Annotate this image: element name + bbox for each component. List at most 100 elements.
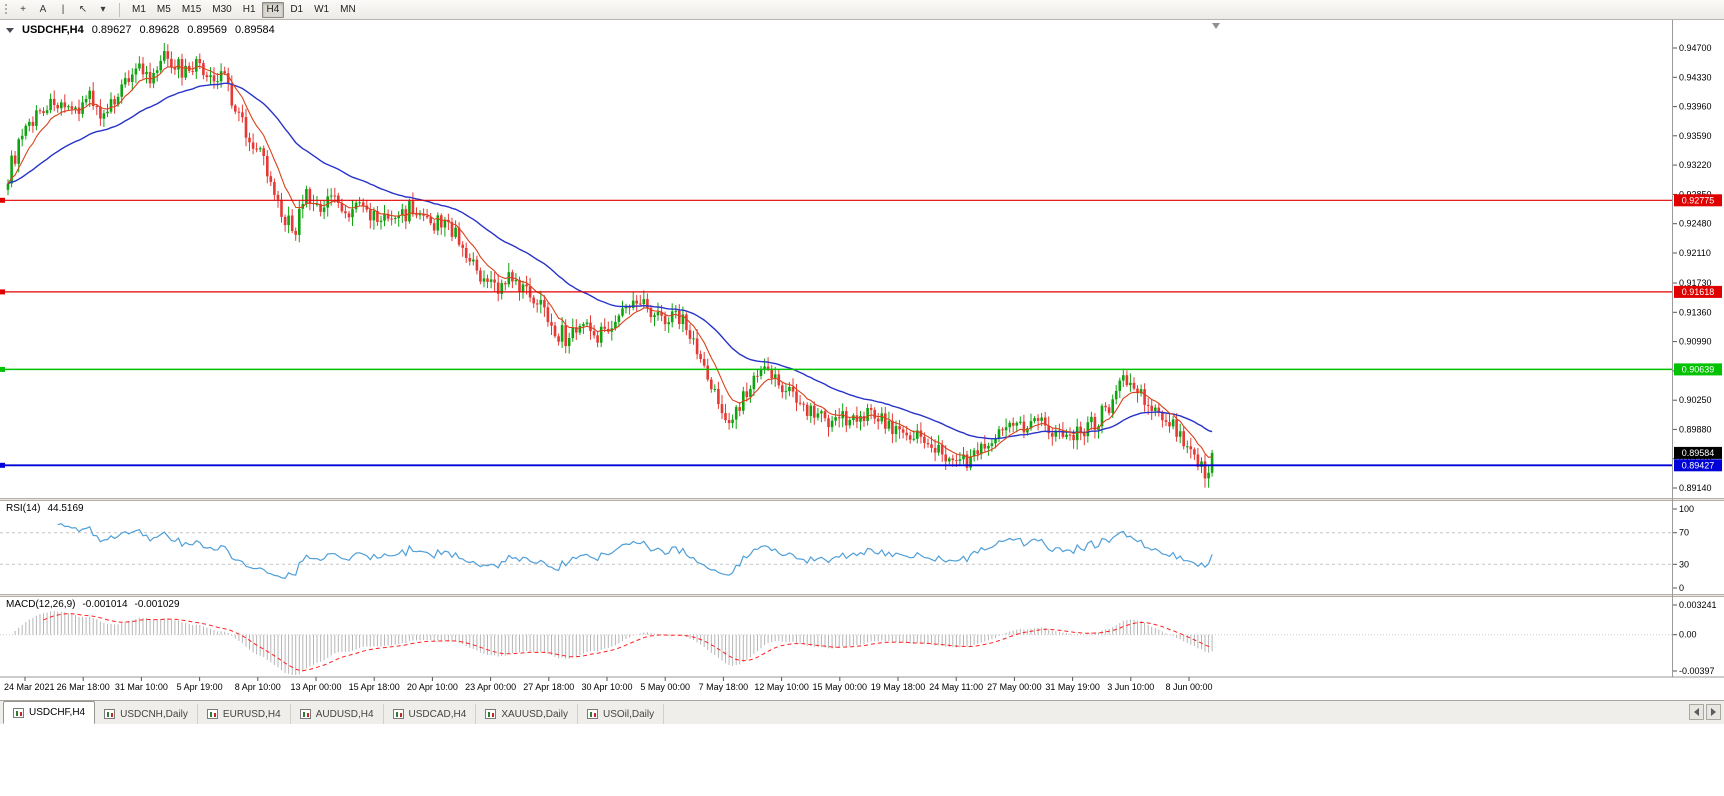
timeframe-mn[interactable]: MN <box>340 4 356 15</box>
chart-icon <box>299 709 311 719</box>
chart-icon <box>13 707 24 718</box>
tab-scroll-right-button[interactable] <box>1706 704 1721 720</box>
svg-text:0.94330: 0.94330 <box>1679 72 1712 82</box>
svg-text:19 May 18:00: 19 May 18:00 <box>871 682 926 692</box>
timeframe-d1[interactable]: D1 <box>290 4 304 15</box>
ohlc-open: 0.89627 <box>91 24 132 36</box>
chart-tabs: USDCHF,H4 USDCNH,Daily EURUSD,H4 AUDUSD,H4 U… <box>3 700 665 724</box>
timeframe-m15[interactable]: M15 <box>181 4 202 15</box>
svg-text:13 Apr 00:00: 13 Apr 00:00 <box>290 682 341 692</box>
tools-dropdown-caret-icon[interactable]: ▾ <box>100 4 106 15</box>
tab-label: USOil,Daily <box>603 708 655 720</box>
svg-text:0.91360: 0.91360 <box>1679 307 1712 317</box>
hline-0.90639[interactable]: 0.90639 <box>0 363 1722 376</box>
chart-tab-bar: USDCHF,H4 USDCNH,Daily EURUSD,H4 AUDUSD,H4 U… <box>0 700 1724 724</box>
svg-text:-0.00397: -0.00397 <box>1679 666 1715 676</box>
svg-text:0.89880: 0.89880 <box>1679 424 1712 434</box>
tab-label: USDCAD,H4 <box>408 708 467 720</box>
tab-label: EURUSD,H4 <box>222 708 281 720</box>
chart-canvas[interactable]: 0.947000.943300.939600.935900.932200.928… <box>0 20 1724 700</box>
svg-text:3 Jun 10:00: 3 Jun 10:00 <box>1107 682 1154 692</box>
chart-tab-audusd-h4[interactable]: AUDUSD,H4 <box>291 704 384 724</box>
svg-text:0.003241: 0.003241 <box>1679 600 1717 610</box>
toolbar-grip[interactable] <box>4 3 8 16</box>
toolbar-separator <box>119 2 120 17</box>
rsi-name: RSI(14) <box>6 503 41 514</box>
ohlc-low: 0.89569 <box>187 24 228 36</box>
tab-label: USDCNH,Daily <box>120 708 188 720</box>
chart-symbol: USDCHF,H4 <box>22 24 84 36</box>
collapse-icon[interactable] <box>6 27 14 33</box>
svg-text:23 Apr 00:00: 23 Apr 00:00 <box>465 682 516 692</box>
tab-scroll-left-button[interactable] <box>1689 704 1704 720</box>
chart-title: USDCHF,H4 0.89627 0.89628 0.89569 0.8958… <box>6 24 275 36</box>
chart-tab-usoil-daily[interactable]: USOil,Daily <box>578 704 665 724</box>
top-toolbar: + A | ↖ ▾ M1 M5 M15 M30 H1 H4 D1 W1 MN <box>0 0 1724 20</box>
crosshair-icon[interactable]: + <box>20 4 26 15</box>
svg-text:0.90250: 0.90250 <box>1679 395 1712 405</box>
hline-0.89427[interactable]: 0.89427 <box>0 459 1722 472</box>
svg-text:0.89427: 0.89427 <box>1682 461 1715 471</box>
svg-text:0.90639: 0.90639 <box>1682 365 1715 375</box>
chart-icon <box>206 709 218 719</box>
svg-text:0.93590: 0.93590 <box>1679 131 1712 141</box>
svg-text:5 Apr 19:00: 5 Apr 19:00 <box>177 682 223 692</box>
chart-icon <box>104 709 116 719</box>
svg-text:30: 30 <box>1679 559 1689 569</box>
timeframe-m30[interactable]: M30 <box>212 4 232 15</box>
rsi-line <box>57 523 1213 580</box>
tab-scroll-buttons <box>1689 700 1724 724</box>
macd-name: MACD(12,26,9) <box>6 599 76 610</box>
timeframe-m1[interactable]: M1 <box>132 4 146 15</box>
vertical-line-icon[interactable]: | <box>61 4 65 15</box>
rsi-value: 44.5169 <box>47 503 84 514</box>
macd-pane: 0.003241 0.00 -0.00397 <box>0 600 1717 676</box>
svg-text:27 May 00:00: 27 May 00:00 <box>987 682 1042 692</box>
svg-text:0.91618: 0.91618 <box>1682 287 1715 297</box>
svg-text:31 Mar 10:00: 31 Mar 10:00 <box>115 682 168 692</box>
chart-tab-eurusd-h4[interactable]: EURUSD,H4 <box>198 704 291 724</box>
svg-text:30 Apr 10:00: 30 Apr 10:00 <box>581 682 632 692</box>
svg-text:8 Jun 00:00: 8 Jun 00:00 <box>1165 682 1212 692</box>
chart-tab-xauusd-daily[interactable]: XAUUSD,Daily <box>476 704 578 724</box>
timeframe-m5[interactable]: M5 <box>156 4 171 15</box>
chart-tab-usdchf-h4[interactable]: USDCHF,H4 <box>3 701 96 724</box>
svg-text:0.93960: 0.93960 <box>1679 102 1712 112</box>
arrow-tool-icon[interactable]: ↖ <box>78 4 88 15</box>
chart-tab-usdcnh-daily[interactable]: USDCNH,Daily <box>95 704 198 724</box>
svg-text:20 Apr 10:00: 20 Apr 10:00 <box>407 682 458 692</box>
macd-signal-value: -0.001029 <box>134 599 180 610</box>
svg-text:24 May 11:00: 24 May 11:00 <box>929 682 983 692</box>
timeframe-h1[interactable]: H1 <box>242 4 256 15</box>
time-axis[interactable]: 24 Mar 2021 26 Mar 18:00 31 Mar 10:00 5 Apr… <box>0 676 1724 692</box>
chart-shift-marker[interactable] <box>1212 23 1220 29</box>
panel-splitter[interactable] <box>0 594 1724 597</box>
svg-text:31 May 19:00: 31 May 19:00 <box>1045 682 1100 692</box>
hline-0.92775[interactable]: 0.92775 <box>0 194 1722 207</box>
svg-text:0.94700: 0.94700 <box>1679 43 1712 53</box>
chart-icon <box>587 709 598 719</box>
svg-text:0: 0 <box>1679 583 1684 593</box>
tab-label: AUDUSD,H4 <box>315 708 374 720</box>
ma-slow-line <box>7 82 1213 440</box>
timeframe-buttons: M1 M5 M15 M30 H1 H4 D1 W1 MN <box>127 1 361 18</box>
timeframe-w1[interactable]: W1 <box>314 4 330 15</box>
macd-main-value: -0.001014 <box>82 599 128 610</box>
tab-label: XAUUSD,Daily <box>501 708 568 720</box>
hline-0.91618[interactable]: 0.91618 <box>0 285 1722 298</box>
ohlc-close: 0.89584 <box>235 24 275 36</box>
text-tool-icon[interactable]: A <box>39 4 47 15</box>
svg-text:100: 100 <box>1679 504 1694 514</box>
panel-splitter[interactable] <box>0 498 1724 501</box>
svg-text:5 May 00:00: 5 May 00:00 <box>640 682 690 692</box>
timeframe-h4[interactable]: H4 <box>261 1 285 18</box>
chart-tab-usdcad-h4[interactable]: USDCAD,H4 <box>384 704 477 724</box>
svg-text:0.91730: 0.91730 <box>1679 278 1712 288</box>
svg-text:15 May 00:00: 15 May 00:00 <box>813 682 868 692</box>
price-axis[interactable]: 0.947000.943300.939600.935900.932200.928… <box>1672 43 1712 493</box>
svg-text:26 Mar 18:00: 26 Mar 18:00 <box>57 682 110 692</box>
ma-fast-line <box>7 65 1213 459</box>
chart-icon <box>392 709 404 719</box>
svg-text:15 Apr 18:00: 15 Apr 18:00 <box>349 682 400 692</box>
